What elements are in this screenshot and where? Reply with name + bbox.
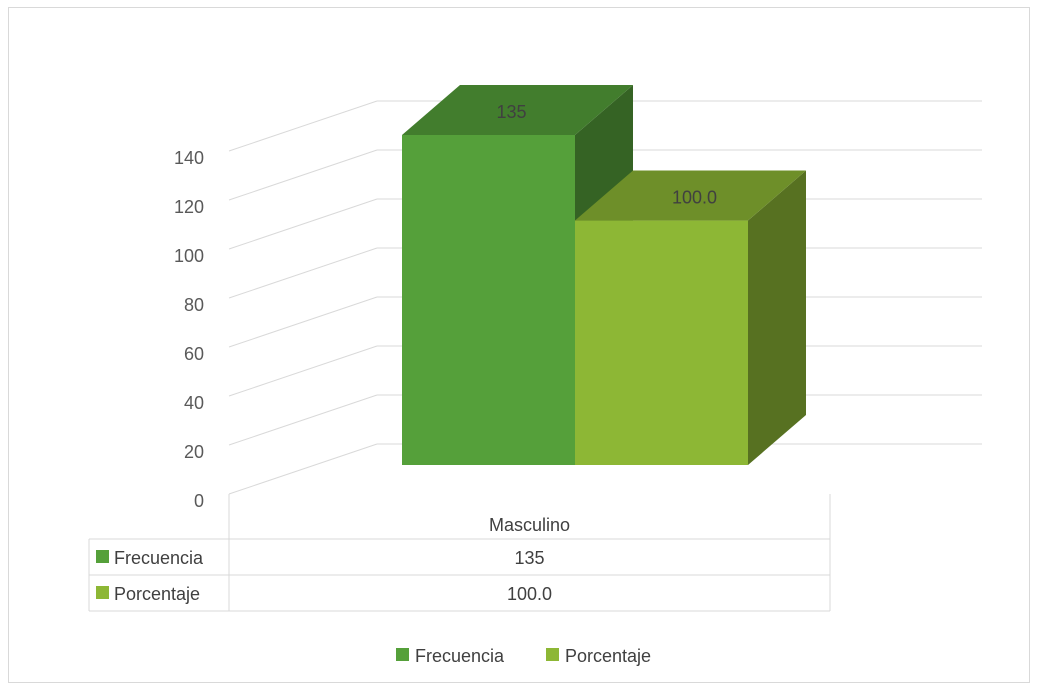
gridline-side xyxy=(228,443,378,495)
category-label: Masculino xyxy=(489,515,570,535)
y-axis-ticks: 0 20 40 60 80 100 120 140 xyxy=(174,148,204,511)
y-tick-label: 20 xyxy=(184,442,204,462)
gridline-side xyxy=(228,198,378,250)
legend-label-frecuencia: Frecuencia xyxy=(415,646,505,666)
y-tick-label: 80 xyxy=(184,295,204,315)
data-label-frecuencia: 135 xyxy=(496,102,526,122)
bar-porcentaje xyxy=(575,220,748,465)
bar-side-porcentaje xyxy=(748,170,806,466)
table-value-porcentaje: 100.0 xyxy=(507,584,552,604)
y-tick-label: 100 xyxy=(174,246,204,266)
table-series-name: Porcentaje xyxy=(114,584,200,604)
table-legend-key-frecuencia xyxy=(96,550,109,563)
gridline-side xyxy=(228,149,378,201)
gridline-side xyxy=(228,345,378,397)
bar-frecuencia xyxy=(402,135,575,465)
y-tick-label: 140 xyxy=(174,148,204,168)
gridline-side xyxy=(228,100,378,152)
data-labels: 135 100.0 xyxy=(496,102,717,208)
y-tick-label: 60 xyxy=(184,344,204,364)
data-table: Masculino Frecuencia 135 Porcentaje 100.0 xyxy=(88,494,831,612)
bar-top-porcentaje xyxy=(575,170,806,221)
gridline-side xyxy=(228,247,378,299)
y-tick-label: 120 xyxy=(174,197,204,217)
legend-key-frecuencia xyxy=(396,648,409,661)
gridline-side xyxy=(228,394,378,446)
legend: Frecuencia Porcentaje xyxy=(396,646,651,666)
table-value-frecuencia: 135 xyxy=(514,548,544,568)
gridline-side xyxy=(228,296,378,348)
table-legend-key-porcentaje xyxy=(96,586,109,599)
legend-label-porcentaje: Porcentaje xyxy=(565,646,651,666)
bars xyxy=(402,85,806,466)
data-label-porcentaje: 100.0 xyxy=(672,188,717,208)
legend-key-porcentaje xyxy=(546,648,559,661)
bar-top-frecuencia xyxy=(402,85,633,135)
table-series-name: Frecuencia xyxy=(114,548,204,568)
y-tick-label: 40 xyxy=(184,393,204,413)
y-tick-label: 0 xyxy=(194,491,204,511)
